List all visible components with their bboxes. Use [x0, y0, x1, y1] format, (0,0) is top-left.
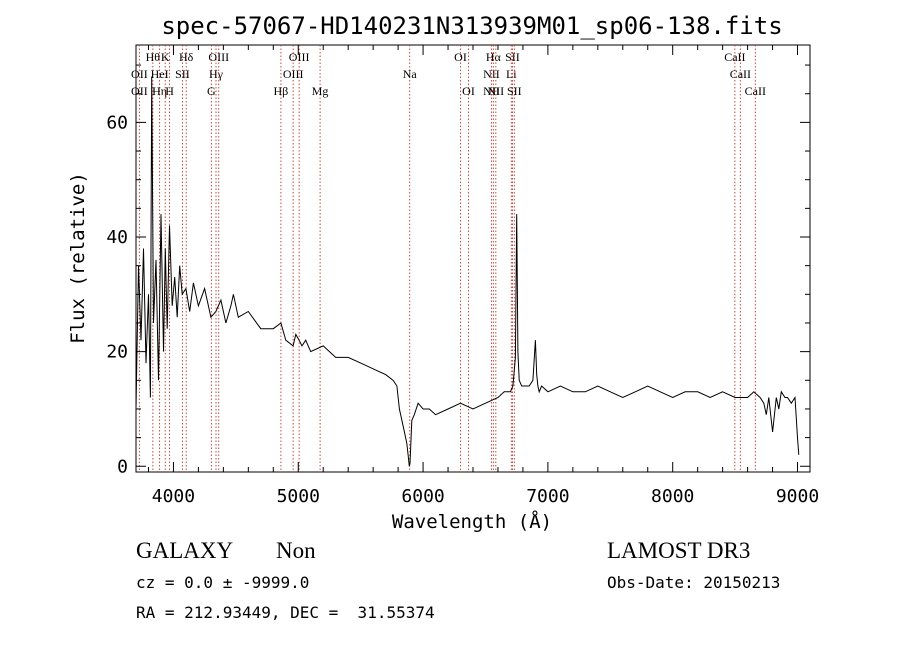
x-tick-label: 8000 [651, 486, 694, 507]
line-marker-label: Li [506, 67, 517, 81]
line-marker-label: OI [462, 84, 475, 98]
y-tick-label: 0 [117, 456, 128, 477]
chart-title: spec-57067-HD140231N313939M01_sp06-138.f… [161, 12, 782, 40]
line-marker-label: NII [483, 67, 500, 81]
survey-name: LAMOST DR3 [607, 538, 751, 563]
coordinates: RA = 212.93449, DEC = 31.55374 [136, 603, 435, 622]
line-marker-label: K [161, 50, 170, 64]
line-marker-label: CaII [730, 67, 751, 81]
line-marker-label: Hη [152, 84, 167, 98]
line-marker-label: NII [488, 84, 505, 98]
x-tick-label: 7000 [526, 486, 569, 507]
line-marker-label: Na [403, 67, 418, 81]
y-axis: 0 20 40 60 [106, 64, 810, 477]
line-marker-label: HeI [151, 67, 169, 81]
plot-frame [135, 44, 811, 473]
line-marker-label: OI [454, 50, 467, 64]
x-tick-label: 5000 [277, 486, 320, 507]
y-tick-label: 20 [106, 342, 128, 363]
redshift-cz: cz = 0.0 ± -9999.0 [136, 573, 310, 592]
line-marker-label: G [207, 84, 216, 98]
y-tick-label: 60 [106, 112, 128, 133]
line-marker-label: Hγ [209, 67, 224, 81]
x-axis-label: Wavelength (Å) [392, 510, 552, 533]
line-marker-label: SII [175, 67, 190, 81]
x-axis: 4000 5000 6000 7000 8000 9000 [147, 45, 819, 507]
flux-series-line [135, 76, 800, 467]
line-marker-label: OII [131, 67, 148, 81]
object-class: GALAXY [136, 538, 234, 563]
line-marker-label: Hδ [179, 50, 194, 64]
spectral-line-markers: OIIOIIHθHηHeIKHSIIHδGHγOIIIHβOIIIOIIIMgN… [131, 45, 766, 472]
x-tick-label: 4000 [152, 486, 195, 507]
line-marker-label: Mg [312, 84, 329, 98]
line-marker-label: SII [507, 84, 522, 98]
line-marker-label: Hα [486, 50, 502, 64]
x-tick-label: 6000 [401, 486, 444, 507]
object-subclass: Non [276, 538, 316, 563]
x-tick-label: 9000 [776, 486, 819, 507]
line-marker-label: H [165, 84, 174, 98]
line-marker-label: SII [505, 50, 520, 64]
y-tick-label: 40 [106, 227, 128, 248]
line-marker-label: CaII [724, 50, 745, 64]
line-marker-label: CaII [745, 84, 766, 98]
observation-date: Obs-Date: 20150213 [607, 573, 781, 592]
line-marker-label: OIII [208, 50, 229, 64]
line-marker-label: OIII [289, 50, 310, 64]
y-axis-label: Flux (relative) [67, 172, 89, 344]
line-marker-label: Hθ [146, 50, 161, 64]
line-marker-label: Hβ [274, 84, 289, 98]
line-marker-label: OIII [283, 67, 304, 81]
line-marker-label: OII [131, 84, 148, 98]
